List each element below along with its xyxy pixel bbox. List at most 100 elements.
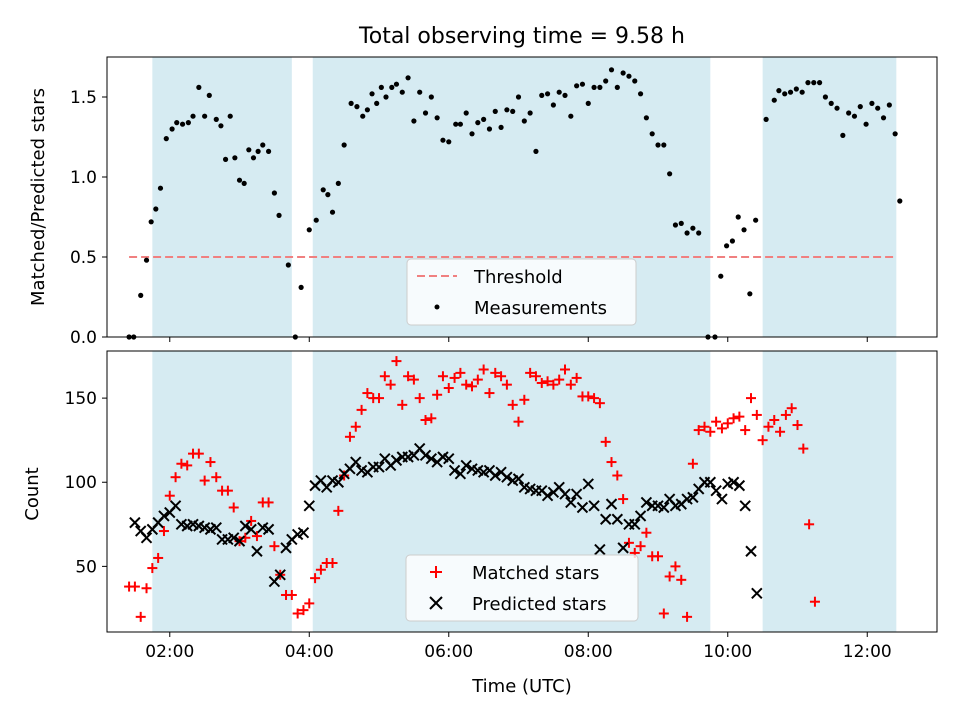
marker-stroke [518,481,531,494]
predicted-star-point [280,542,292,554]
measurement-point [255,148,261,154]
measurement-point [579,81,586,87]
matched-star-point [443,383,454,394]
matched-star-point [583,391,594,402]
marker-stroke [582,478,594,490]
measurement-point [620,70,626,76]
marker-stroke [135,525,147,537]
marker-stroke [716,493,728,505]
marker-stroke [460,459,472,472]
measurement-point [206,92,212,98]
measurement-point [138,292,144,298]
measurement-point [787,89,794,95]
marker-stroke [140,532,153,544]
predicted-star-point [629,518,641,531]
marker-stroke [443,452,455,465]
matched-star-point [623,537,634,548]
x-tick-label: 02:00 [145,642,194,662]
observing-window [762,351,897,632]
matched-star-point [589,393,600,404]
matched-star-point [129,581,140,592]
predicted-star-point [565,496,577,509]
matched-star-point [594,398,605,409]
top-panel: 0.0 0.5 1.0 1.5 Total observing time = 9.58… [28,24,938,348]
y-tick-label: 1.0 [70,168,97,188]
measurement-point [880,115,887,121]
measurement-point [463,110,469,116]
marker-stroke [745,545,757,557]
matched-star-point [333,505,344,516]
y-axis-label: Count [22,467,43,520]
y-tick-label: 100 [65,473,97,493]
matched-star-point [490,367,501,378]
marker-stroke [379,452,391,465]
measurement-point [417,89,423,95]
predicted-star-point [262,523,275,536]
marker-stroke [483,464,496,477]
measurement-point [393,81,400,87]
matched-star-point [664,571,675,582]
predicted-star-point [501,471,513,483]
measurement-point [626,73,632,79]
predicted-star-point [251,545,263,557]
matched-star-point [560,364,571,375]
matched-star-point [461,379,472,390]
matched-star-point [211,472,222,483]
matched-star-point [513,416,524,427]
x-tick-label: 12:00 [843,642,892,662]
measurement-point [222,156,229,162]
predicted-star-point [419,449,432,462]
measurement-point [276,212,282,218]
marker-stroke [373,461,385,473]
y-tick-label: 150 [65,389,97,409]
matched-star-point [740,425,751,436]
matched-star-point [176,458,187,469]
measurement-point [869,100,875,106]
marker-stroke [466,463,478,475]
matched-star-point [362,388,373,399]
measurement-point [428,94,434,100]
predicted-star-point [512,473,525,485]
marker-stroke [576,501,589,514]
marker-stroke [605,498,618,510]
legend: Threshold Measurements [406,258,637,326]
matched-star-point [612,470,623,481]
measurement-point [632,78,638,84]
measurement-point [741,227,747,233]
observing-window [152,57,292,337]
measurement-point [369,91,375,97]
measurement-point [678,220,684,226]
marker-stroke [262,523,275,536]
predicted-star-point [739,500,751,512]
matched-star-point [339,470,350,481]
marker-stroke [733,479,746,492]
measurement-point [851,113,858,119]
marker-stroke [239,520,252,532]
measurement-point [504,107,510,113]
matched-star-point [780,409,791,420]
marker-stroke [437,451,449,463]
marker-stroke [687,491,699,504]
measurement-point [457,121,463,127]
measurement-point [440,137,446,143]
marker-stroke [175,518,188,531]
x-axis-label: Time (UTC) [471,676,572,697]
measurement-point [661,142,667,148]
measurement-point [446,139,452,145]
marker-stroke [274,569,286,581]
y-tick-label: 50 [75,557,97,577]
measurement-point [329,209,336,215]
marker-stroke [257,521,269,534]
matched-star-point [269,541,280,552]
predicted-star-point [617,542,629,554]
predicted-star-point [727,476,740,488]
predicted-star-point [350,456,362,468]
predicted-star-point [460,459,472,472]
measurement-point [886,102,892,108]
measurement-point [241,180,247,186]
matched-star-point [653,551,664,562]
matched-star-point [455,367,466,378]
predicted-star-point [634,510,647,522]
predicted-star-point [751,587,763,600]
marker-stroke [350,456,362,468]
